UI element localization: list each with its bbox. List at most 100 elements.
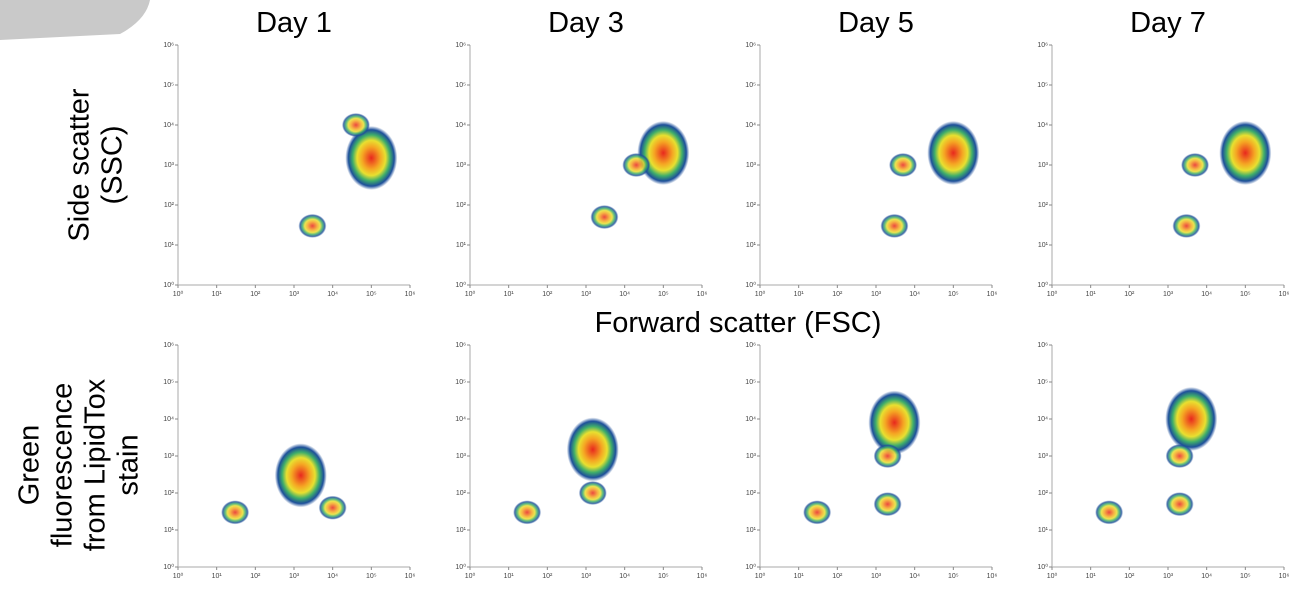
y-tick-label: 10¹: [746, 527, 757, 534]
x-tick-label: 10⁴: [327, 573, 338, 580]
y-tick-label: 10¹: [456, 527, 467, 534]
y-tick-label: 10⁵: [163, 379, 174, 386]
density-cluster: [927, 120, 980, 185]
y-tick-label: 10⁰: [1037, 563, 1048, 571]
x-tick-label: 10³: [289, 291, 300, 298]
x-tick-label: 10⁵: [948, 291, 959, 298]
y-tick-label: 10²: [746, 202, 757, 209]
x-tick-label: 10²: [832, 573, 843, 580]
y-axis-title: Green fluorescence from LipidTox stain: [14, 378, 145, 551]
x-tick-label: 10¹: [212, 291, 223, 298]
x-tick-label: 10⁶: [987, 291, 998, 298]
y-tick-label: 10⁰: [455, 281, 466, 289]
x-tick-label: 10⁶: [987, 573, 998, 580]
x-tick-label: 10³: [289, 573, 300, 580]
x-tick-label: 10²: [250, 291, 261, 298]
density-cluster: [274, 443, 327, 508]
x-tick-label: 10⁶: [1279, 291, 1290, 298]
x-tick-label: 10¹: [1086, 291, 1097, 298]
x-tick-label: 10⁵: [366, 573, 377, 580]
x-tick-label: 10²: [1124, 291, 1135, 298]
x-axis-title: Forward scatter (FSC): [595, 307, 882, 339]
y-tick-label: 10⁶: [1037, 342, 1048, 349]
y-tick-label: 10⁴: [163, 416, 174, 423]
x-tick-label: 10⁵: [658, 573, 669, 580]
y-tick-label: 10⁰: [745, 563, 756, 571]
x-tick-label: 10²: [542, 573, 553, 580]
x-tick-label: 10³: [1163, 573, 1174, 580]
density-cluster: [566, 417, 619, 482]
y-tick-label: 10⁴: [455, 122, 466, 129]
density-cluster: [868, 390, 921, 455]
panel-title: Day 1: [256, 7, 332, 39]
y-tick-label: 10²: [456, 202, 467, 209]
density-cluster: [880, 213, 909, 238]
y-tick-label: 10⁵: [455, 379, 466, 386]
y-tick-label: 10⁶: [455, 42, 466, 49]
y-tick-label: 10⁰: [163, 281, 174, 289]
y-axis-title-line: from LipidTox: [80, 378, 112, 551]
y-tick-label: 10³: [456, 453, 467, 460]
y-tick-label: 10³: [1038, 453, 1049, 460]
y-tick-label: 10⁰: [163, 563, 174, 571]
y-tick-label: 10²: [746, 490, 757, 497]
x-tick-label: 10⁴: [1201, 291, 1212, 298]
y-axis-title-line: Side scatter: [64, 88, 96, 241]
density-cluster: [873, 444, 902, 468]
y-tick-label: 10⁰: [455, 563, 466, 571]
density-cluster: [1165, 492, 1194, 517]
density-cluster: [590, 205, 619, 230]
x-tick-label: 10⁵: [658, 291, 669, 298]
y-tick-label: 10⁰: [745, 281, 756, 289]
y-tick-label: 10⁶: [745, 42, 756, 49]
y-tick-label: 10³: [164, 162, 175, 169]
x-tick-label: 10³: [581, 291, 592, 298]
x-tick-label: 10⁵: [1240, 291, 1251, 298]
y-tick-label: 10²: [1038, 202, 1049, 209]
y-tick-label: 10⁵: [745, 82, 756, 89]
y-tick-label: 10⁶: [163, 42, 174, 49]
x-tick-label: 10⁰: [755, 572, 766, 580]
x-tick-label: 10⁰: [1047, 290, 1058, 298]
panel-title: Day 7: [1130, 7, 1206, 39]
x-tick-label: 10⁴: [619, 291, 630, 298]
y-tick-label: 10⁶: [163, 342, 174, 349]
y-tick-label: 10³: [1038, 162, 1049, 169]
density-cluster: [221, 500, 250, 525]
x-tick-label: 10⁶: [1279, 573, 1290, 580]
x-tick-label: 10⁶: [405, 573, 416, 580]
density-cluster: [1181, 153, 1210, 177]
x-tick-label: 10⁴: [1201, 573, 1212, 580]
y-tick-label: 10⁶: [1037, 42, 1048, 49]
y-axis-title: Side scatter (SSC): [64, 88, 129, 241]
y-tick-label: 10⁵: [163, 82, 174, 89]
x-tick-label: 10¹: [504, 291, 515, 298]
x-tick-label: 10²: [542, 291, 553, 298]
density-cluster: [1172, 213, 1201, 238]
density-cluster: [873, 492, 902, 517]
x-tick-label: 10⁰: [1047, 572, 1058, 580]
y-tick-label: 10⁶: [745, 342, 756, 349]
x-tick-label: 10⁶: [697, 291, 708, 298]
y-tick-label: 10²: [164, 202, 175, 209]
x-tick-label: 10¹: [1086, 573, 1097, 580]
instrument-image: [0, 0, 150, 40]
x-tick-label: 10¹: [212, 573, 223, 580]
density-cluster: [1165, 387, 1218, 451]
density-cluster: [1219, 120, 1272, 185]
y-tick-label: 10¹: [164, 527, 175, 534]
x-tick-label: 10³: [581, 573, 592, 580]
x-tick-label: 10⁴: [327, 291, 338, 298]
x-tick-label: 10²: [1124, 573, 1135, 580]
y-tick-label: 10²: [164, 490, 175, 497]
panel-title: Day 5: [838, 7, 914, 39]
x-tick-label: 10⁰: [755, 290, 766, 298]
y-tick-label: 10³: [456, 162, 467, 169]
x-tick-label: 10⁵: [948, 573, 959, 580]
y-tick-label: 10⁴: [745, 416, 756, 423]
density-cluster: [578, 481, 607, 505]
y-axis-title-line: (SSC): [97, 126, 129, 205]
y-tick-label: 10²: [1038, 490, 1049, 497]
density-cluster: [318, 495, 347, 520]
